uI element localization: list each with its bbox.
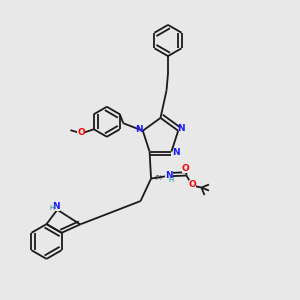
Text: H: H [50, 205, 55, 211]
Text: O: O [182, 164, 190, 173]
Text: N: N [177, 124, 185, 133]
Text: N: N [172, 148, 179, 157]
Text: O: O [189, 180, 196, 189]
Text: N: N [135, 125, 143, 134]
Text: H: H [168, 177, 173, 183]
Text: N: N [52, 202, 60, 211]
Text: (R): (R) [155, 175, 163, 180]
Text: N: N [165, 171, 173, 180]
Text: O: O [77, 128, 85, 137]
